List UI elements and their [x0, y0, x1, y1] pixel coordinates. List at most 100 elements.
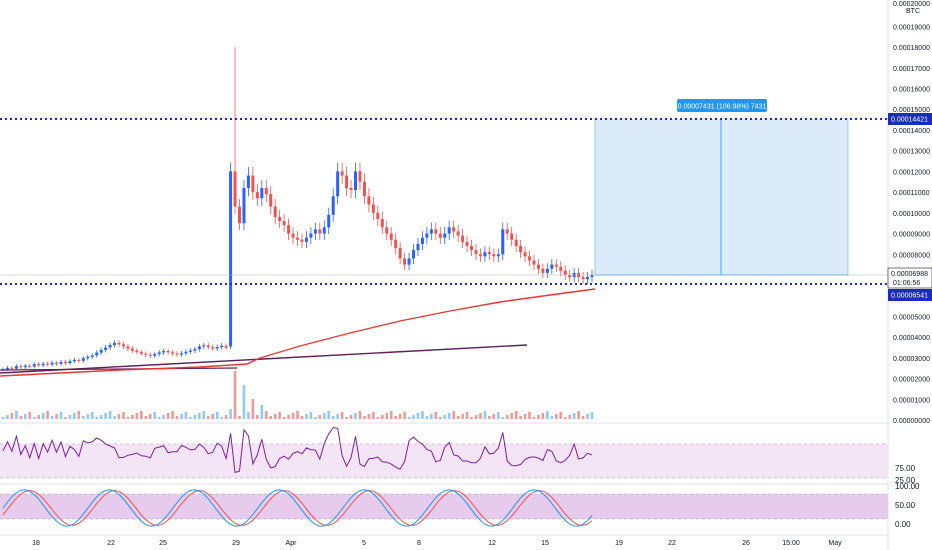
candle-body	[296, 237, 299, 240]
volume-bar	[122, 412, 125, 419]
trend-line[interactable]	[0, 344, 528, 374]
high-price-label-bg[interactable]	[888, 113, 932, 125]
candle-body	[478, 254, 482, 257]
volume-bar	[532, 417, 536, 419]
volume-bar	[550, 416, 554, 419]
price-tick-label: 0.00013000	[893, 149, 930, 156]
candle-body	[193, 349, 197, 351]
volume-bars	[1, 371, 594, 419]
price-tick-label: 0.00012000	[893, 169, 930, 176]
volume-bar	[380, 415, 384, 419]
volume-bar	[148, 414, 152, 419]
volume-bar	[251, 399, 255, 419]
volume-bar	[126, 417, 130, 419]
volume-bar	[162, 415, 165, 419]
volume-bar	[376, 417, 380, 419]
volume-bar	[46, 411, 49, 419]
candle-body	[394, 239, 398, 249]
rsi-lower-label: 25.00	[895, 476, 916, 485]
volume-bar	[416, 413, 420, 419]
time-tick-label: Apr	[286, 540, 298, 547]
price-tick-label: 0.00005000	[893, 314, 930, 321]
candle-body	[130, 348, 134, 351]
volume-bar	[354, 413, 357, 419]
volume-bar	[372, 412, 375, 419]
volume-bar	[287, 415, 290, 419]
volume-bar	[496, 412, 500, 419]
volume-bar	[555, 414, 558, 419]
candle-body	[28, 365, 32, 367]
volume-bar	[37, 415, 40, 419]
candle-body	[327, 214, 331, 228]
candle-body	[224, 345, 228, 348]
candle-body	[425, 233, 429, 238]
candle-body	[246, 175, 250, 188]
volume-bar	[537, 415, 540, 419]
low-price-label-bg[interactable]	[888, 289, 932, 301]
candle-body	[362, 181, 366, 197]
candle-body	[371, 204, 375, 213]
candle-body	[407, 258, 411, 265]
volume-bar	[421, 411, 424, 419]
price-axis-top-label: 0.00020000	[893, 1, 930, 8]
volume-bar	[41, 413, 45, 419]
volume-bar	[461, 414, 464, 419]
volume-bar	[331, 416, 335, 419]
price-tick-label: 0.00011000	[893, 190, 930, 197]
candle-body	[166, 351, 170, 353]
candle-body	[510, 233, 514, 240]
candle-body	[416, 243, 420, 251]
candle-body	[269, 194, 273, 207]
candle-body	[331, 196, 335, 215]
candle-body	[113, 342, 117, 346]
volume-bar	[438, 417, 442, 419]
stoch-upper-label: 100.00	[895, 482, 920, 491]
candle-body	[313, 229, 317, 234]
candle-body	[385, 227, 389, 234]
volume-bar	[73, 413, 76, 419]
candle-body	[586, 277, 590, 280]
candle-body	[37, 364, 41, 366]
candle-body	[126, 346, 130, 349]
volume-bar	[140, 411, 143, 419]
candle-body	[398, 248, 402, 259]
candle-body	[188, 350, 192, 352]
volume-bar	[278, 412, 281, 419]
measure-label: 0.00007431 (106.98%) 7431	[678, 104, 767, 111]
volume-bar	[483, 411, 487, 419]
price-axis-ticks: 0.00019000 0.00018000 0.00017000 0.00016000…	[893, 24, 930, 425]
volume-bar	[430, 414, 433, 419]
volume-bar	[104, 413, 107, 419]
volume-bar	[479, 413, 482, 419]
volume-bar	[166, 413, 170, 419]
candle-body	[291, 233, 295, 238]
volume-bar	[95, 417, 99, 419]
time-tick-label: May	[828, 540, 842, 547]
volume-bar	[501, 417, 505, 419]
candle-body	[322, 227, 326, 234]
volume-bar	[1, 417, 5, 419]
trend-line-lower[interactable]	[0, 367, 238, 371]
volume-bar	[358, 411, 362, 419]
currency-label: BTC	[906, 8, 920, 15]
candle-body	[340, 171, 344, 176]
price-tick-label: 0.00001000	[893, 397, 930, 404]
time-tick-label: 5	[362, 540, 366, 547]
measure-label-bg	[677, 99, 767, 112]
candle-body	[452, 227, 456, 232]
candle-body	[211, 347, 215, 349]
candle-body	[581, 277, 585, 280]
candle-body	[528, 256, 532, 261]
time-tick-label: 29	[232, 540, 240, 547]
volume-bar	[24, 414, 27, 419]
candle-body	[144, 353, 148, 355]
candle-body	[255, 192, 259, 199]
volume-bar	[523, 414, 527, 419]
volume-bar	[572, 413, 576, 419]
candle-body	[139, 352, 143, 354]
candle-body	[282, 221, 286, 226]
time-tick-label: 15	[541, 540, 549, 547]
volume-bar	[59, 412, 63, 419]
volume-bar	[336, 414, 339, 419]
